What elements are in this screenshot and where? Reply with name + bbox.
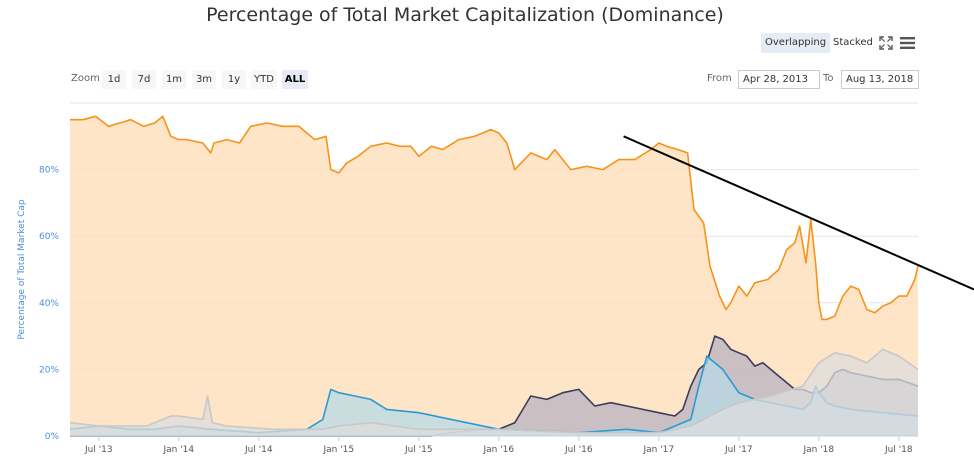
x-tick-label: Jul '14 — [244, 445, 273, 455]
x-tick-label: Jul '13 — [84, 445, 113, 455]
y-tick-label: 60% — [39, 232, 59, 242]
to-date-input[interactable]: Aug 13, 2018 — [841, 70, 919, 89]
overlapping-button[interactable]: Overlapping — [761, 33, 831, 53]
expand-icon[interactable] — [879, 35, 895, 51]
zoom-all-button[interactable]: ALL — [282, 70, 308, 89]
zoom-3m-button[interactable]: 3m — [192, 70, 216, 89]
from-date-input[interactable]: Apr 28, 2013 — [738, 70, 820, 89]
zoom-1m-button[interactable]: 1m — [162, 70, 186, 89]
zoom-1y-button[interactable]: 1y — [222, 70, 246, 89]
y-axis-title: Percentage of Total Market Cap — [17, 199, 27, 340]
x-tick-label: Jul '17 — [724, 445, 753, 455]
trendline — [623, 135, 974, 291]
stacked-button[interactable]: Stacked — [833, 37, 873, 48]
x-tick-label: Jan '16 — [482, 445, 514, 455]
from-label: From — [707, 73, 732, 84]
litecoin-line — [69, 348, 919, 434]
chart-title: Percentage of Total Market Capitalizatio… — [206, 4, 724, 26]
litecoin-area — [70, 349, 918, 436]
zoom-1d-button[interactable]: 1d — [102, 70, 126, 89]
y-tick-label: 20% — [39, 365, 59, 375]
ripple-area — [70, 356, 918, 436]
zoom-7d-button[interactable]: 7d — [132, 70, 156, 89]
zoom-label: Zoom — [71, 73, 100, 84]
hamburger-menu-icon[interactable] — [900, 35, 916, 51]
zoom-ytd-button[interactable]: YTD — [251, 70, 277, 89]
y-tick-label: 80% — [39, 166, 59, 176]
y-tick-label: 0% — [45, 432, 60, 442]
x-tick-label: Jan '14 — [162, 445, 194, 455]
x-tick-label: Jan '17 — [642, 445, 674, 455]
y-tick-label: 40% — [39, 299, 59, 309]
x-tick-label: Jan '15 — [322, 445, 354, 455]
bitcoin-line — [70, 115, 919, 321]
x-tick-label: Jul '15 — [404, 445, 433, 455]
x-tick-label: Jan '18 — [802, 445, 834, 455]
x-tick-label: Jul '18 — [884, 445, 913, 455]
to-label: To — [823, 73, 834, 84]
x-tick-label: Jul '16 — [564, 445, 593, 455]
